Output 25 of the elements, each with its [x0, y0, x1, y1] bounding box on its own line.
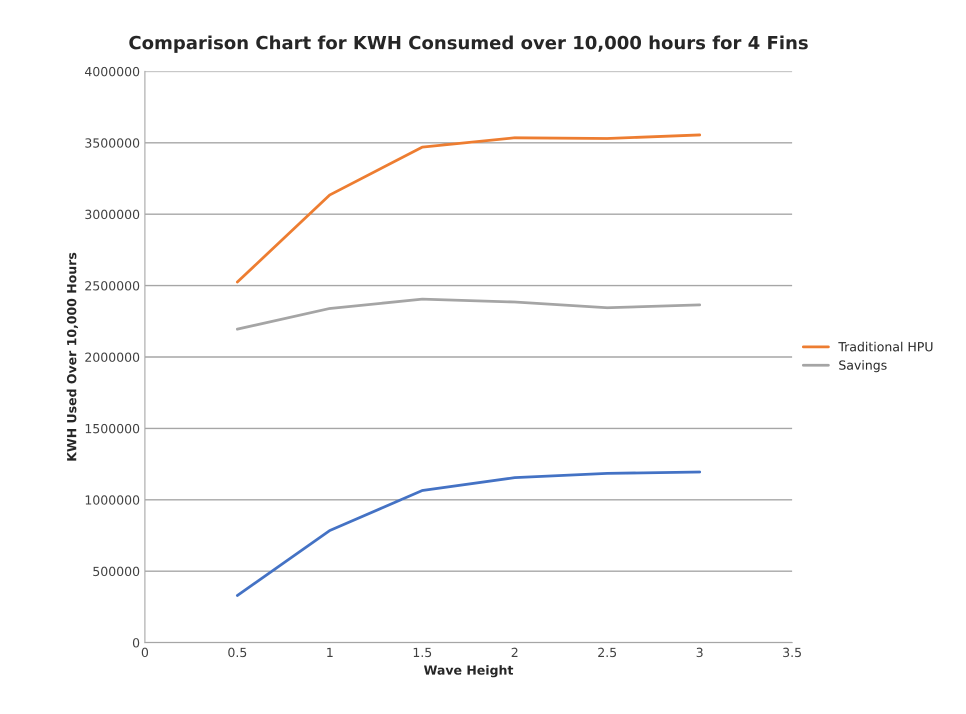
- y-tick-label: 500000: [93, 566, 140, 576]
- legend-label: Savings: [839, 360, 887, 372]
- line-series: [236, 134, 702, 284]
- y-tick-label: 1000000: [86, 495, 140, 505]
- line-series: [236, 470, 702, 597]
- x-tick-label: 2: [512, 648, 518, 657]
- line-series: [236, 298, 702, 331]
- legend-label: Traditional HPU: [838, 342, 932, 352]
- y-tick-label: 4000000: [84, 66, 140, 76]
- y-tick-label: 2000000: [85, 352, 140, 362]
- y-tick-label: 3500000: [85, 138, 140, 148]
- x-tick-label: 2.5: [598, 648, 616, 658]
- y-tick-label: 0: [132, 638, 140, 648]
- x-tick-label: 3: [696, 648, 703, 658]
- y-tick-label: 3000000: [85, 210, 140, 220]
- y-tick-label: 1500000: [86, 424, 140, 434]
- x-tick-label: 1: [327, 648, 333, 657]
- x-tick-label: 0.5: [228, 648, 246, 658]
- y-tick-label: 2500000: [85, 281, 140, 291]
- x-tick-label: 1.5: [414, 648, 432, 658]
- x-tick-label: 3.5: [783, 648, 801, 658]
- y-axis-title: KWH Used Over 10,000 Hours: [66, 252, 78, 461]
- x-axis-title: Wave Height: [424, 665, 514, 678]
- x-tick-label: 0: [142, 648, 148, 658]
- chart-title: Comparison Chart for KWH Consumed over 10,000 hours for 4 Fins: [129, 35, 808, 53]
